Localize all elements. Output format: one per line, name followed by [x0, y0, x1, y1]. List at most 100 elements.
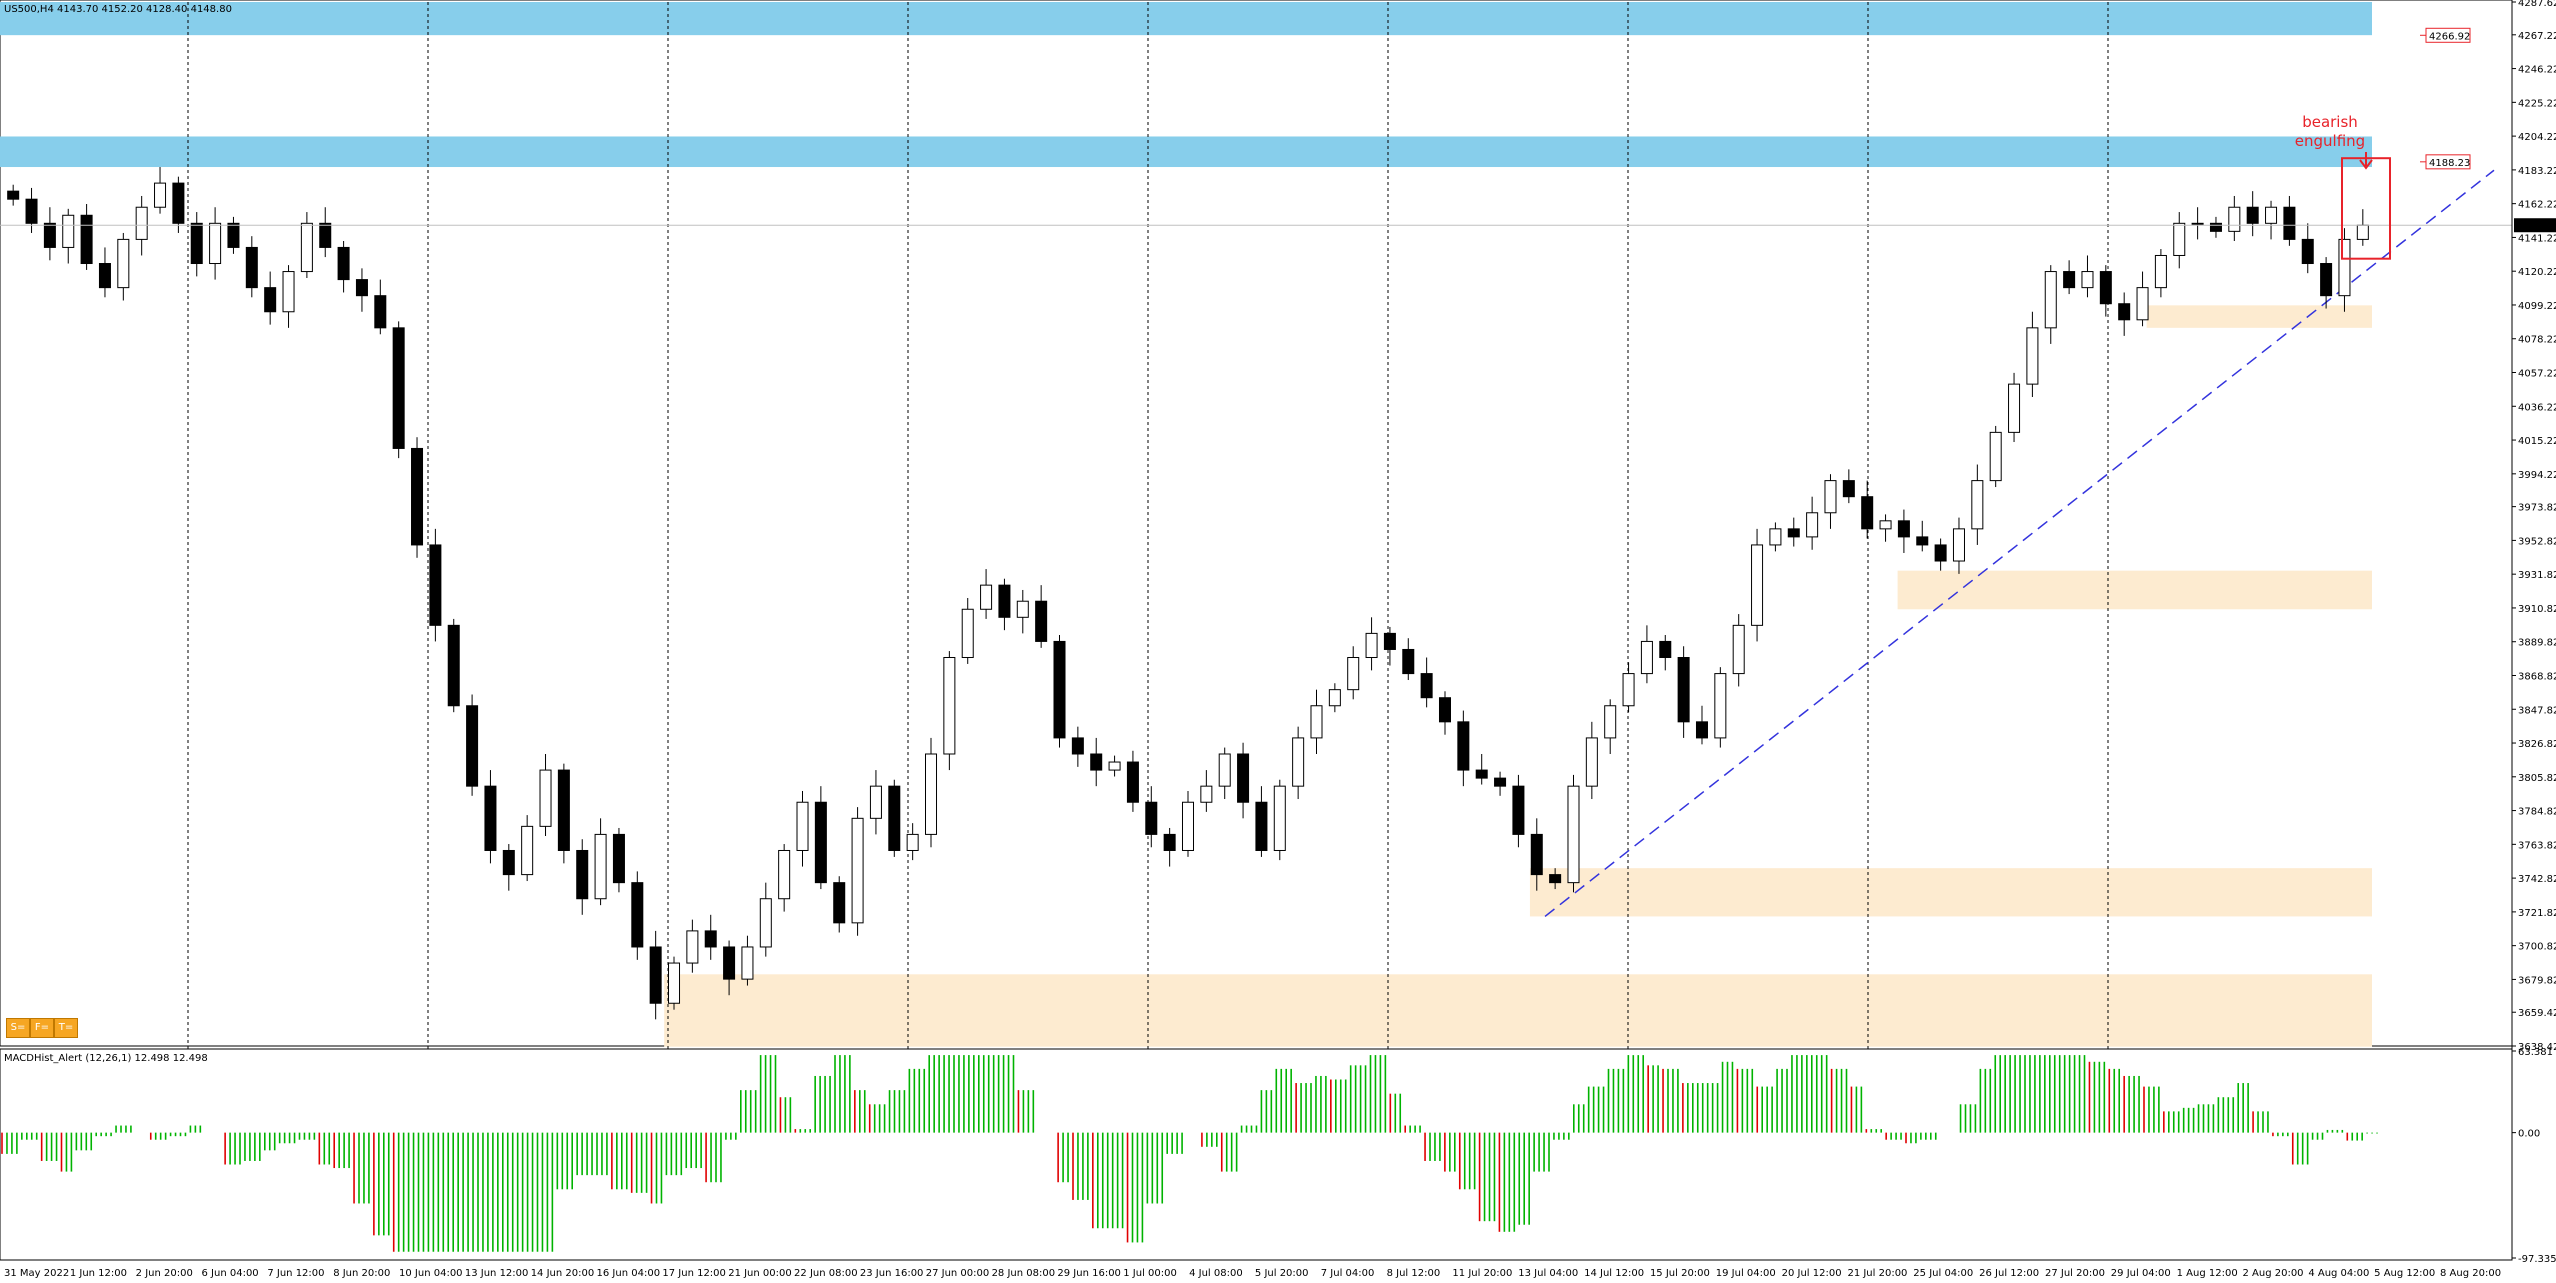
candle-body [1200, 785, 1213, 803]
y-tick-label: 3721.82 [2518, 908, 2556, 919]
candle-body [557, 769, 570, 851]
x-tick-label: 8 Jul 12:00 [1387, 1268, 1441, 1279]
candle [1769, 522, 1782, 552]
y-tick-label: 4267.22 [2518, 31, 2556, 42]
candle [355, 268, 368, 312]
candle-body [1163, 833, 1176, 851]
candle-body [1971, 480, 1984, 530]
candle-body [2209, 222, 2222, 232]
candle [1420, 657, 1433, 708]
candle [1787, 517, 1800, 547]
candle-body [2301, 238, 2314, 265]
candle-body [2356, 224, 2369, 240]
candle [576, 839, 589, 915]
x-tick-label: 5 Aug 12:00 [2374, 1268, 2435, 1279]
toolbar-button-f[interactable]: F= [30, 1018, 54, 1038]
y-tick-label: 4183.22 [2518, 166, 2556, 177]
candle-body [704, 930, 717, 948]
candle-body [943, 657, 956, 755]
candle-body [869, 785, 882, 819]
candle-body [1732, 624, 1745, 675]
resistance-zone [0, 136, 2372, 168]
y-tick-label: 4225.22 [2518, 98, 2556, 109]
candle [1861, 480, 1874, 539]
x-tick-label: 8 Jun 20:00 [333, 1268, 390, 1279]
candle-body [668, 962, 681, 1004]
candle [1200, 770, 1213, 812]
candle-body [2320, 263, 2333, 297]
candle [1457, 710, 1470, 787]
y-tick-label: 3931.82 [2518, 570, 2556, 581]
candle [209, 207, 222, 280]
candle [741, 935, 754, 986]
candle-body [612, 833, 625, 884]
candle-body [1622, 673, 1635, 707]
candle [1806, 496, 1819, 550]
x-tick-label: 29 Jun 16:00 [1057, 1268, 1121, 1279]
candle [374, 279, 387, 335]
candle [557, 763, 570, 864]
candle-body [1879, 520, 1892, 530]
x-tick-label: 27 Jun 00:00 [926, 1268, 990, 1279]
x-tick-label: 17 Jun 12:00 [662, 1268, 726, 1279]
y-tick-label: 3910.82 [2518, 604, 2556, 615]
candle [392, 321, 405, 459]
x-tick-label: 31 May 2022 [4, 1268, 69, 1279]
macd-layer [1, 1055, 2378, 1252]
macd-y-tick-label: 0.00 [2518, 1129, 2540, 1140]
candle-body [1842, 480, 1855, 498]
x-tick-label: 4 Aug 04:00 [2308, 1268, 2369, 1279]
candle-body [43, 222, 56, 248]
candle [1071, 726, 1084, 767]
x-tick-label: 1 Jul 00:00 [1123, 1268, 1177, 1279]
candle [1126, 750, 1139, 812]
candle-body [906, 833, 919, 851]
y-tick-label: 4057.22 [2518, 369, 2556, 380]
candle [62, 208, 75, 264]
candle [796, 790, 809, 867]
symbol-header: US500,H4 4143.70 4152.20 4128.40 4148.80 [4, 4, 232, 15]
candle [1035, 585, 1048, 648]
y-tick-label: 4015.22 [2518, 436, 2556, 447]
candle [869, 770, 882, 835]
candle [2026, 311, 2039, 397]
candle-body [190, 222, 203, 265]
toolbar-button-s[interactable]: S= [6, 1018, 30, 1038]
candle [649, 930, 662, 1020]
candle-body [282, 271, 295, 313]
time-axis: 31 May 2022 1 Jun 12:00 2 Jun 20:00 6 Jun 0… [4, 1268, 2501, 1279]
candle-body [1787, 528, 1800, 538]
candle [539, 753, 552, 837]
candle [2209, 216, 2222, 238]
candle [300, 212, 313, 278]
candle-body [1273, 785, 1286, 851]
x-tick-label: 28 Jun 08:00 [992, 1268, 1056, 1279]
candle [1402, 638, 1415, 681]
x-tick-label: 16 Jun 04:00 [597, 1268, 661, 1279]
candle-body [392, 327, 405, 449]
candle-body [723, 946, 736, 980]
candle [1842, 469, 1855, 504]
candle-body [2283, 206, 2296, 240]
support-zone [1897, 570, 2372, 610]
bearish-label: bearish [2302, 113, 2358, 131]
candle [2265, 200, 2278, 240]
candle-body [1218, 753, 1231, 787]
x-tick-label: 27 Jul 20:00 [2045, 1268, 2105, 1279]
candle-body [172, 182, 185, 224]
candle [925, 737, 938, 848]
candle [723, 940, 736, 996]
candle-body [1035, 600, 1048, 642]
candle [668, 956, 681, 1010]
candle [1751, 528, 1764, 642]
candle [1218, 747, 1231, 800]
candle-body [2099, 271, 2112, 305]
candle-body [1989, 431, 2002, 482]
candle-body [2063, 271, 2076, 289]
x-tick-label: 14 Jun 20:00 [531, 1268, 595, 1279]
candle [502, 844, 515, 891]
toolbar-button-t[interactable]: T= [54, 1018, 78, 1038]
candle-body [1751, 544, 1764, 626]
candle [2173, 212, 2186, 269]
candle [2228, 195, 2241, 242]
